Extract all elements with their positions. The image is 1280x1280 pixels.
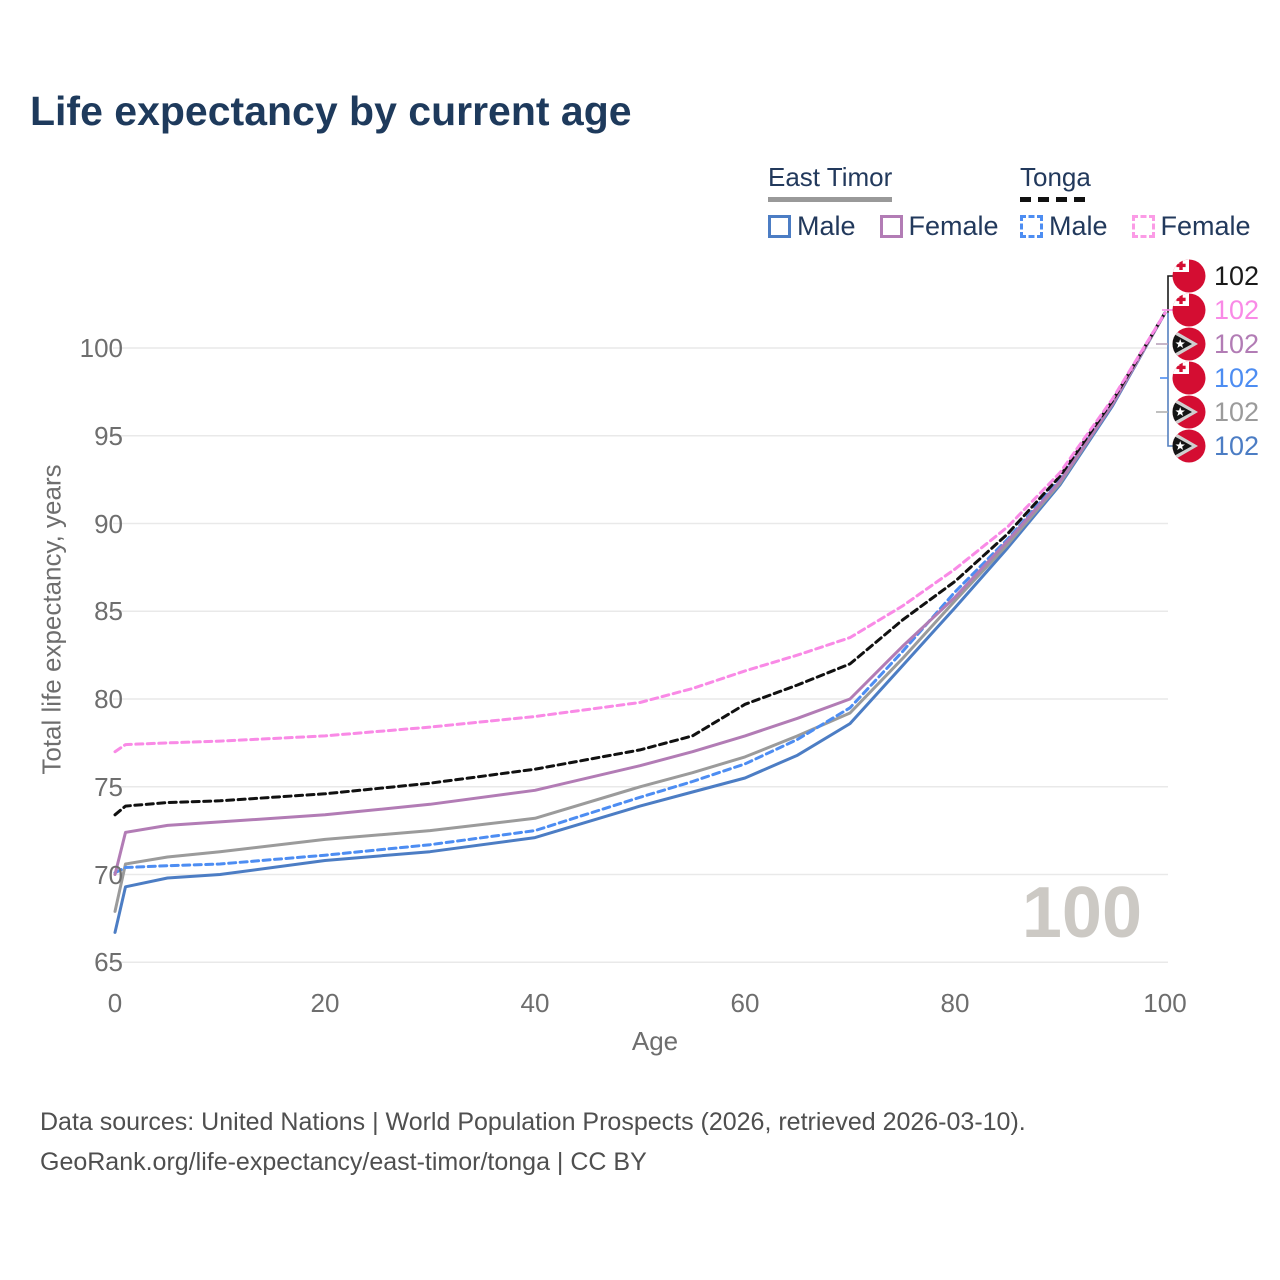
tonga-line-style-sample xyxy=(1020,197,1091,202)
y-axis-title: Total life expectancy, years xyxy=(36,464,67,775)
y-tick-label-75: 75 xyxy=(94,771,123,802)
end-label-row-east-timor-male: 102 xyxy=(1172,429,1259,463)
east-timor-male-swatch xyxy=(768,215,791,238)
x-tick-label-0: 0 xyxy=(107,988,123,1018)
y-tick-label-80: 80 xyxy=(94,684,123,714)
east-timor-line-style-sample xyxy=(768,197,893,202)
footer-data-sources: Data sources: United Nations | World Pop… xyxy=(40,1108,1026,1136)
x-tick-label-100: 100 xyxy=(1143,988,1187,1018)
legend-item-label: Male xyxy=(1049,211,1108,241)
x-tick-label-40: 40 xyxy=(520,988,550,1018)
y-tick-label-100: 100 xyxy=(79,333,123,363)
x-tick-label-60: 60 xyxy=(730,988,760,1018)
series-line-tonga-female xyxy=(113,311,1167,754)
end-label-value: 102 xyxy=(1214,261,1260,291)
legend-item-tonga-male[interactable]: Male xyxy=(1020,211,1108,242)
tonga-flag-icon xyxy=(1172,293,1206,327)
series-line-east-timor-male xyxy=(113,311,1167,934)
east-timor-flag-icon xyxy=(1172,395,1206,429)
series-line-east-timor-both-sexes xyxy=(113,311,1167,913)
legend-item-east-timor-female[interactable]: Female xyxy=(879,211,999,242)
end-label-row-tonga-male: 102 xyxy=(1172,361,1259,395)
legend-item-label: Female xyxy=(908,211,999,241)
series-line-tonga-male xyxy=(113,311,1167,875)
east-timor-female-swatch xyxy=(879,215,903,238)
end-label-value: 102 xyxy=(1214,431,1260,461)
end-label-value: 102 xyxy=(1214,397,1260,427)
y-tick-label-90: 90 xyxy=(94,508,123,539)
tonga-flag-icon xyxy=(1172,361,1206,395)
y-tick-label-95: 95 xyxy=(94,420,123,451)
legend-item-label: Male xyxy=(797,211,856,241)
footer-attribution: GeoRank.org/life-expectancy/east-timor/t… xyxy=(40,1148,647,1176)
watermark-age-100: 100 xyxy=(1021,873,1142,953)
series-line-tonga-both-sexes xyxy=(113,311,1167,817)
legend-item-label: Female xyxy=(1160,211,1251,241)
east-timor-flag-icon xyxy=(1172,327,1206,361)
end-label-row-tonga-female: 102 xyxy=(1172,293,1259,327)
legend-header-east-timor[interactable]: East Timor xyxy=(768,162,893,202)
tonga-male-swatch xyxy=(1020,215,1043,238)
y-tick-label-65: 65 xyxy=(94,947,123,978)
legend-item-east-timor-male[interactable]: Male xyxy=(768,211,856,242)
series-line-east-timor-female xyxy=(113,311,1167,876)
end-label-value: 102 xyxy=(1214,295,1260,325)
legend-header-tonga[interactable]: Tonga xyxy=(1020,162,1091,202)
legend-country-label: East Timor xyxy=(768,162,893,192)
y-tick-label-85: 85 xyxy=(94,596,123,627)
tonga-female-swatch xyxy=(1131,215,1155,238)
end-label-row-tonga-both-sexes: 102 xyxy=(1172,259,1259,293)
y-tick-label-70: 70 xyxy=(94,859,123,890)
x-axis-title: Age xyxy=(631,1026,679,1056)
page-title: Life expectancy by current age xyxy=(30,88,632,134)
legend-country-label: Tonga xyxy=(1020,162,1091,192)
legend-item-tonga-female[interactable]: Female xyxy=(1131,211,1251,242)
legend-group-tonga: Tonga Male Female xyxy=(1020,162,1251,242)
x-tick-label-20: 20 xyxy=(310,988,340,1018)
legend-group-east-timor: East Timor Male Female xyxy=(768,162,999,242)
end-label-row-east-timor-both-sexes: 102 xyxy=(1172,395,1259,429)
end-label-value: 102 xyxy=(1214,329,1260,359)
tonga-flag-icon xyxy=(1172,259,1206,293)
east-timor-flag-icon xyxy=(1172,429,1206,463)
end-label-row-east-timor-female: 102 xyxy=(1172,327,1259,361)
x-tick-label-80: 80 xyxy=(940,988,970,1018)
end-label-value: 102 xyxy=(1214,363,1260,393)
